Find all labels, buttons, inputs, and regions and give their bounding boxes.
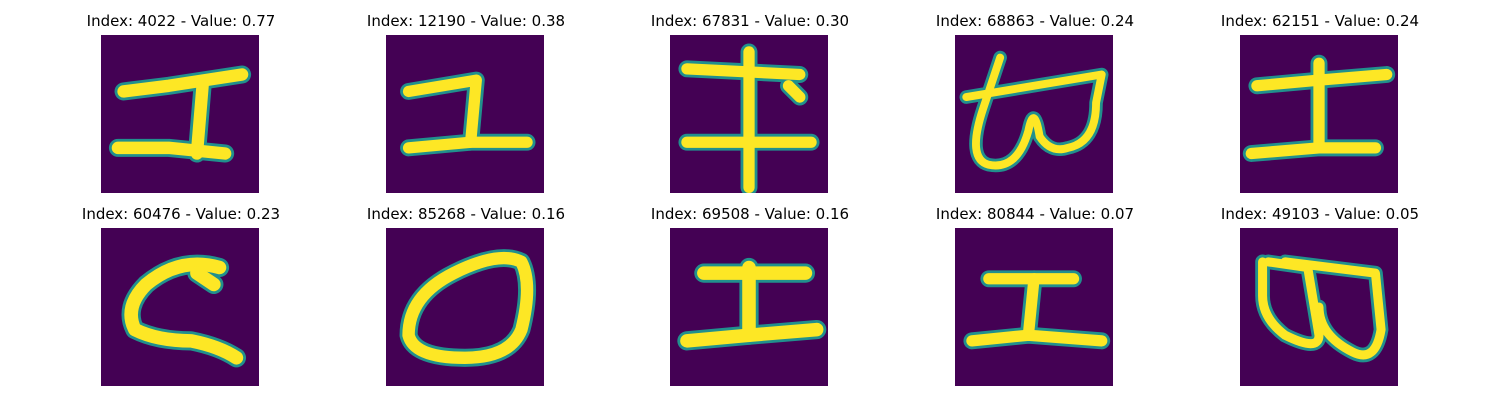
panel-9: Index: 80844 - Value: 0.07 (910, 205, 1160, 390)
panel-title: Index: 68863 - Value: 0.24 (935, 12, 1135, 30)
panel-1: Index: 4022 - Value: 0.77 (56, 12, 306, 197)
panel-6: Index: 60476 - Value: 0.23 (56, 205, 306, 390)
panel-8: Index: 69508 - Value: 0.16 (625, 205, 875, 390)
panel-title: Index: 49103 - Value: 0.05 (1220, 205, 1420, 223)
panel-7: Index: 85268 - Value: 0.16 (341, 205, 591, 390)
panel-10: Index: 49103 - Value: 0.05 (1195, 205, 1445, 390)
handwritten-glyph-image (955, 35, 1113, 193)
panel-title: Index: 80844 - Value: 0.07 (935, 205, 1135, 223)
handwritten-glyph-image (101, 228, 259, 386)
panel-3: Index: 67831 - Value: 0.30 (625, 12, 875, 197)
panel-4: Index: 68863 - Value: 0.24 (910, 12, 1160, 197)
panel-title: Index: 85268 - Value: 0.16 (366, 205, 566, 223)
panel-title: Index: 4022 - Value: 0.77 (86, 12, 276, 30)
panel-title: Index: 60476 - Value: 0.23 (81, 205, 281, 223)
handwritten-glyph-image (1240, 35, 1398, 193)
handwritten-glyph-image (101, 35, 259, 193)
handwritten-glyph-image (386, 35, 544, 193)
panel-title: Index: 67831 - Value: 0.30 (650, 12, 850, 30)
handwritten-glyph-image (1240, 228, 1398, 386)
panel-2: Index: 12190 - Value: 0.38 (341, 12, 591, 197)
handwritten-glyph-image (670, 228, 828, 386)
handwritten-glyph-image (386, 228, 544, 386)
panel-title: Index: 62151 - Value: 0.24 (1220, 12, 1420, 30)
handwritten-glyph-image (670, 35, 828, 193)
panel-5: Index: 62151 - Value: 0.24 (1195, 12, 1445, 197)
panel-title: Index: 69508 - Value: 0.16 (650, 205, 850, 223)
panel-title: Index: 12190 - Value: 0.38 (366, 12, 566, 30)
handwritten-glyph-image (955, 228, 1113, 386)
